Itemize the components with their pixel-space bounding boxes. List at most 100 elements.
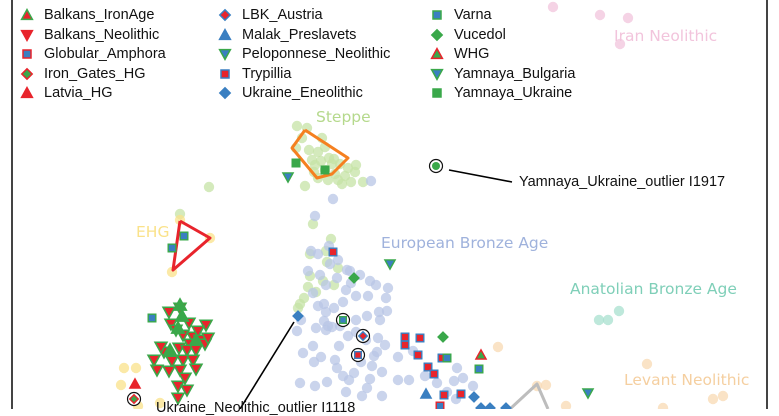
bg-point-steppe <box>332 174 344 186</box>
legend-label: Iron_Gates_HG <box>44 65 146 82</box>
bg-point-eba <box>380 292 392 304</box>
bg-point-steppe <box>299 180 311 192</box>
bg-point-eba <box>305 245 317 257</box>
bg-point-eba <box>392 374 404 386</box>
bg-point-eba <box>392 351 404 363</box>
bg-point-eba <box>365 175 377 187</box>
legend-label: Yamnaya_Ukraine <box>454 85 573 101</box>
point-ukraine-eneolithic <box>500 402 512 409</box>
legend-item-yamnaya-ukraine: Yamnaya_Ukraine <box>430 83 572 103</box>
bg-point-eba <box>302 265 314 277</box>
bg-point-eba <box>309 210 321 222</box>
bg-point-eba <box>331 362 343 374</box>
legend-label: Yamnaya_Bulgaria <box>454 65 576 82</box>
bg-point-eba <box>328 302 340 314</box>
point-whg <box>162 342 178 356</box>
bg-point-eba <box>457 372 469 384</box>
cluster-label-european-bronze-age: European Bronze Age <box>381 234 549 252</box>
point-whg <box>474 348 488 360</box>
bg-point-eba <box>320 306 332 318</box>
bg-point-eba <box>467 380 479 392</box>
legend-label: LBK_Austria <box>242 7 323 23</box>
triangle-down-marker-icon <box>430 68 444 81</box>
point-whg <box>170 320 186 334</box>
point-varna <box>167 243 177 253</box>
point-trypillia <box>415 333 425 343</box>
bg-point-iran <box>547 1 559 13</box>
bg-point-eba <box>366 360 378 372</box>
bg-point-ehg <box>130 362 142 374</box>
bg-point-eba <box>329 354 341 366</box>
point-yamnaya-bulgaria <box>383 259 397 271</box>
legend-label: Varna <box>454 7 492 23</box>
legend-item-latvia-hg: Latvia_HG <box>20 83 113 103</box>
plot-frame-right-border <box>766 0 768 409</box>
bg-point-ehg <box>154 397 166 409</box>
point-balkans-neolithic <box>188 363 204 377</box>
triangle-up-marker-icon <box>20 8 34 21</box>
point-balkans-neolithic <box>188 344 204 358</box>
point-balkans-neolithic <box>175 354 191 368</box>
bg-point-eba <box>291 325 303 337</box>
bg-point-steppe <box>350 159 362 171</box>
bg-point-anatolian_ba <box>602 314 614 326</box>
cluster-label-anatolian-bronze-age: Anatolian Bronze Age <box>570 280 737 298</box>
legend-item-yamnaya-bulgaria: Yamnaya_Bulgaria <box>430 64 575 84</box>
bg-point-eba <box>342 330 354 342</box>
point-yamnaya-ukraine-outlier <box>432 162 440 170</box>
square-marker-icon <box>432 88 442 98</box>
square-marker-icon <box>22 49 32 59</box>
levant-hull <box>508 382 550 409</box>
legend-label: Latvia_HG <box>44 85 113 101</box>
point-yamnaya-bulgaria <box>281 172 295 184</box>
triangle-up-marker-icon <box>218 27 232 40</box>
bg-point-eba <box>340 386 352 398</box>
point-trypillia <box>354 351 363 360</box>
cluster-label-levant-neolithic: Levant Neolithic <box>624 371 750 389</box>
point-vucedol <box>348 272 360 284</box>
triangle-down-marker-icon <box>218 48 232 61</box>
bg-point-iran <box>622 12 634 24</box>
annotation-label-i1118: Ukraine_Neolithic_outlier I1118 <box>156 400 356 416</box>
point-malak-preslavets <box>419 387 433 399</box>
bg-point-eba <box>307 287 319 299</box>
legend-item-iron-gates-hg: Iron_Gates_HG <box>20 64 146 84</box>
bg-point-eba <box>331 272 343 284</box>
bg-point-ehg <box>115 379 127 391</box>
point-trypillia <box>439 390 449 400</box>
bg-point-levant <box>560 400 572 409</box>
point-trypillia <box>423 362 433 372</box>
annotation-label-i1917: Yamnaya_Ukraine_outlier I1917 <box>519 174 726 190</box>
point-yamnaya-ukraine <box>320 165 330 175</box>
legend-label: Ukraine_Eneolithic <box>242 85 363 101</box>
bg-point-eba <box>314 269 326 281</box>
legend-item-lbk-austria: LBK_Austria <box>218 5 323 25</box>
cluster-label-iran-neolithic: Iran Neolithic <box>614 27 718 45</box>
bg-point-eba <box>307 340 319 352</box>
legend-label: WHG <box>454 46 490 62</box>
bg-point-eba <box>320 279 332 291</box>
bg-point-steppe <box>203 181 215 193</box>
point-balkans-neolithic <box>146 354 162 368</box>
legend-item-balkans-ironage: Balkans_IronAge <box>20 5 154 25</box>
legend-item-globular-amphora: Globular_Amphora <box>20 44 166 64</box>
point-balkans-neolithic <box>149 364 165 378</box>
legend-item-vucedol: Vucedol <box>430 25 506 45</box>
legend-item-ukraine-eneolithic: Ukraine_Eneolithic <box>218 83 363 103</box>
point-vucedol <box>437 331 449 343</box>
bg-point-eba <box>379 339 391 351</box>
bg-point-eba <box>403 374 415 386</box>
point-ukraine-eneolithic <box>475 402 487 409</box>
point-yamnaya-ukraine <box>291 158 301 168</box>
bg-point-eba <box>373 306 385 318</box>
point-balkans-neolithic <box>190 325 206 339</box>
point-varna <box>474 364 484 374</box>
bg-point-eba <box>324 258 336 270</box>
point-balkans-neolithic <box>164 355 180 369</box>
bg-point-eba <box>327 193 339 205</box>
point-trypillia <box>456 389 466 399</box>
leader-line-i1917 <box>448 169 513 183</box>
legend-label: Vucedol <box>454 26 506 43</box>
bg-point-eba <box>350 290 362 302</box>
